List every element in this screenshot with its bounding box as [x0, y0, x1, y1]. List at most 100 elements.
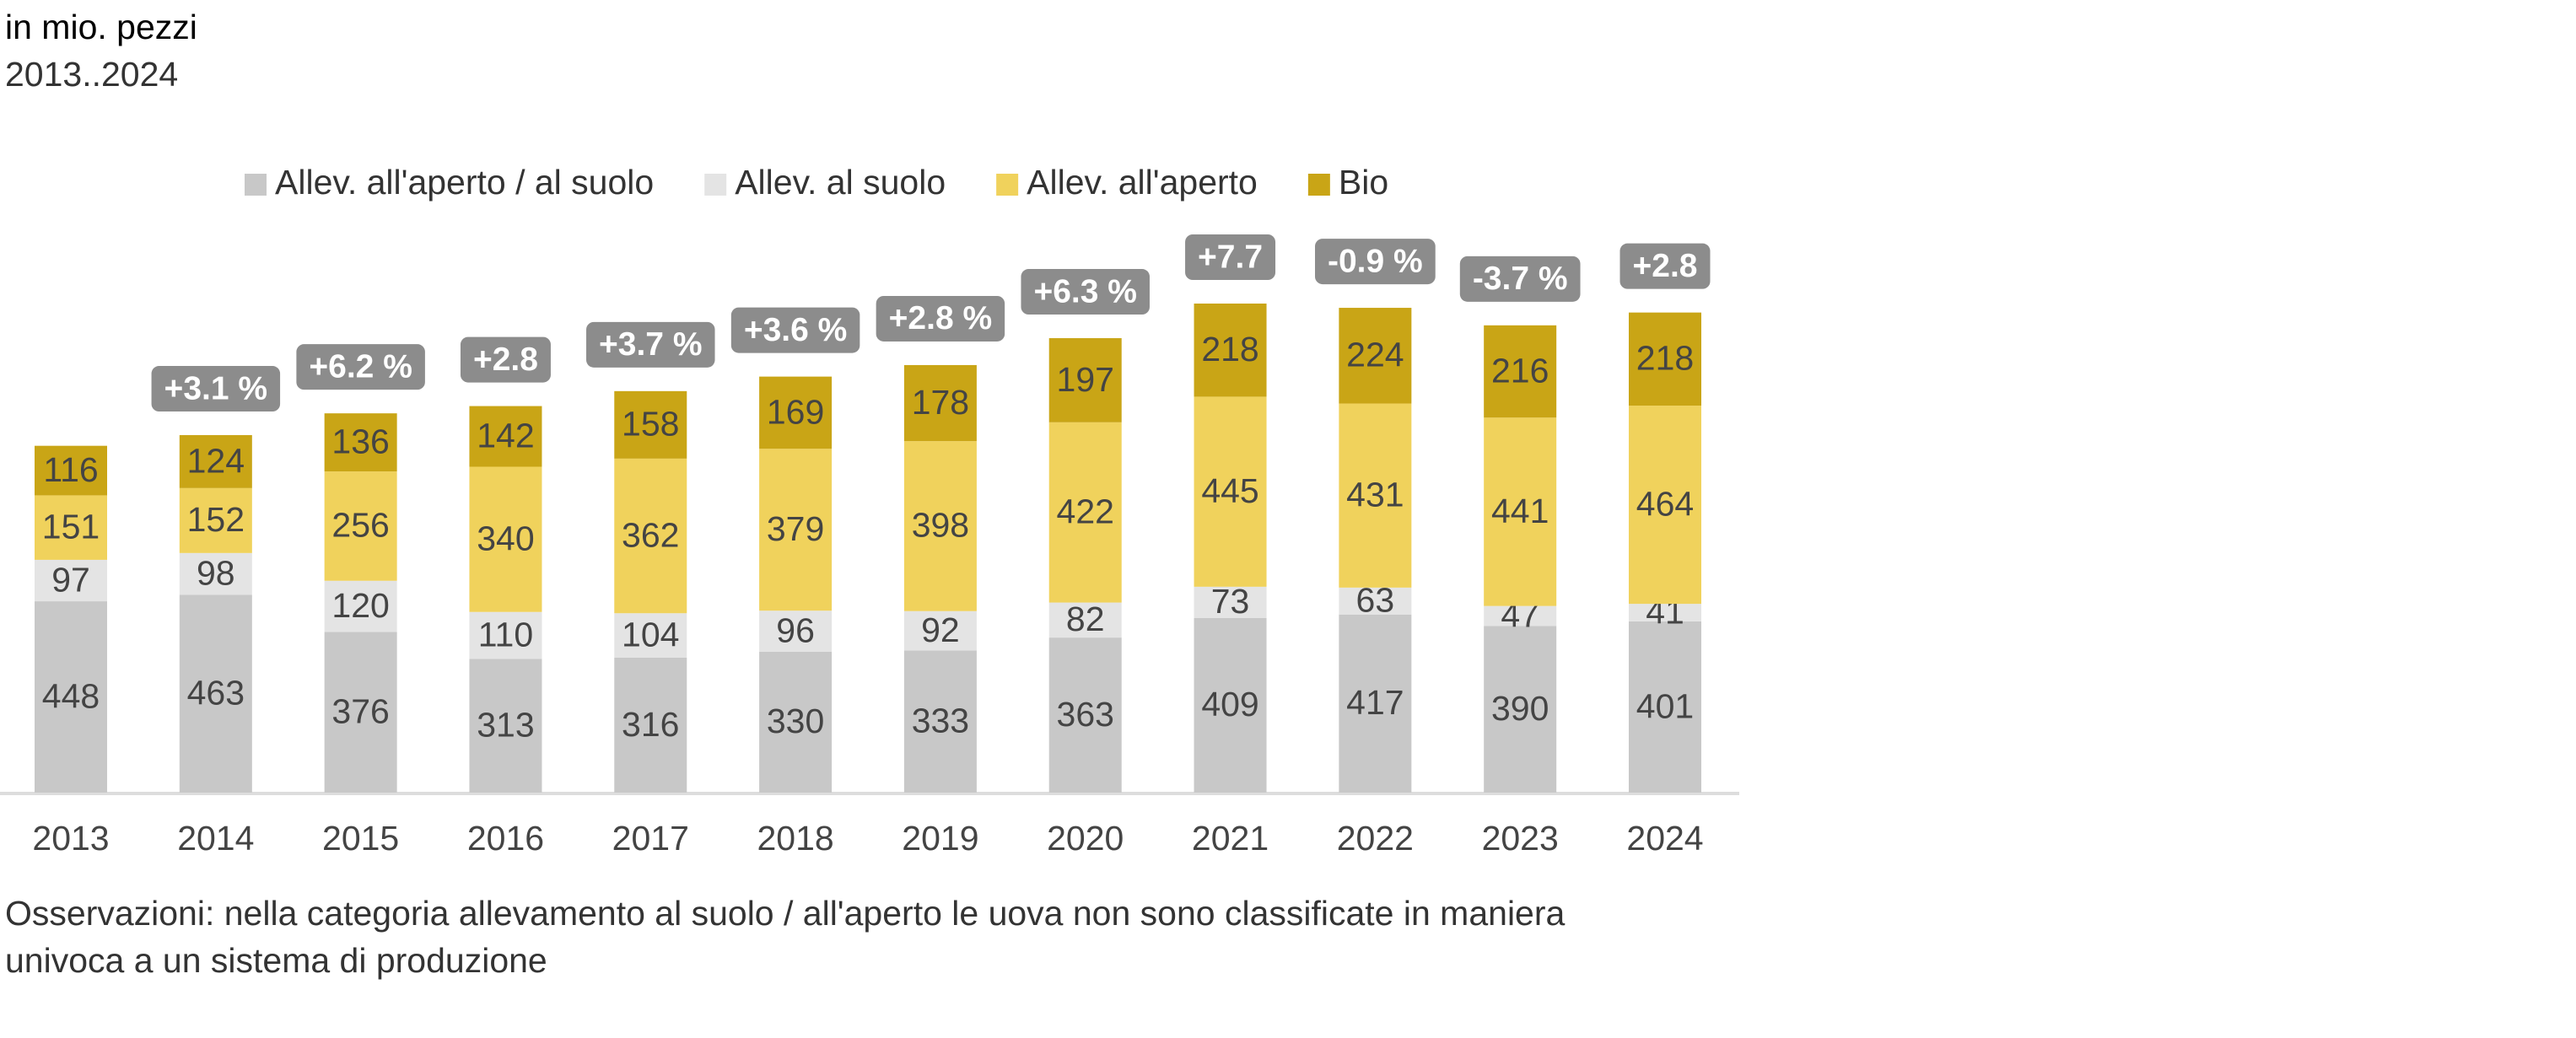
value-label: 256	[331, 506, 389, 545]
bar-segment	[35, 495, 107, 560]
change-badge	[1021, 269, 1150, 315]
change-label: -3.7 %	[1473, 261, 1568, 297]
bar-segment	[759, 376, 833, 449]
bar-segment	[1048, 338, 1122, 422]
legend-swatch	[1307, 174, 1330, 196]
bar-segment	[1484, 626, 1557, 793]
bar-segment	[614, 390, 687, 459]
bar-segment	[469, 659, 542, 793]
value-label: 362	[622, 515, 679, 554]
value-label: 464	[1636, 484, 1694, 523]
value-label: 152	[187, 500, 245, 539]
value-label: 431	[1346, 476, 1404, 514]
value-label: 333	[912, 701, 969, 740]
bar-segment	[324, 580, 397, 632]
change-badge	[1459, 255, 1581, 302]
bar-segment	[1629, 406, 1701, 605]
bar-segment	[1484, 325, 1557, 418]
bar-segment	[324, 413, 397, 472]
bar-segment	[903, 441, 977, 611]
x-tick-label: 2022	[1337, 819, 1414, 858]
change-badge	[1315, 239, 1436, 285]
bar-segment	[179, 552, 252, 595]
value-label: 218	[1636, 339, 1694, 378]
bar-segment	[903, 650, 977, 793]
value-label: 104	[622, 615, 679, 653]
value-label: 82	[1066, 600, 1105, 638]
x-tick-label: 2016	[467, 819, 544, 858]
x-tick-label: 2021	[1192, 819, 1269, 858]
x-tick-label: 2013	[32, 819, 109, 858]
value-label: 124	[187, 441, 245, 480]
bar-segment	[614, 458, 687, 614]
value-label: 142	[477, 416, 534, 454]
value-label: 120	[331, 586, 389, 625]
change-label: +2.8 %	[889, 300, 993, 336]
change-label: +6.3 %	[1033, 273, 1137, 309]
change-label: +7.7	[1198, 239, 1263, 275]
bar-segment	[1629, 621, 1701, 793]
x-tick-label: 2023	[1482, 819, 1559, 858]
value-label: 363	[1057, 695, 1114, 734]
bar-segment	[1194, 617, 1267, 793]
legend-swatch	[245, 174, 267, 196]
bar-segment	[759, 610, 833, 652]
bar-segment	[324, 632, 397, 793]
chart-subtitle: 2013..2024	[5, 55, 178, 94]
x-tick-label: 2024	[1626, 819, 1703, 858]
bar-segment	[1339, 403, 1412, 588]
change-label: +2.8	[473, 342, 538, 378]
value-label: 376	[331, 692, 389, 731]
bar-segment	[614, 657, 687, 793]
bar-segment	[1048, 637, 1122, 793]
bar-segment	[614, 613, 687, 658]
value-label: 73	[1211, 582, 1250, 621]
x-tick-label: 2018	[757, 819, 833, 858]
bar-segment	[1484, 605, 1557, 627]
value-label: 110	[478, 615, 533, 653]
bar-segment	[759, 449, 833, 611]
change-badge	[586, 321, 715, 368]
bar-segment	[903, 364, 977, 442]
bar-segment	[469, 406, 542, 467]
value-label: 224	[1346, 336, 1404, 374]
value-label: 379	[767, 509, 824, 548]
value-label: 197	[1057, 360, 1114, 399]
x-tick-label: 2017	[612, 819, 689, 858]
bar-segment	[35, 601, 107, 793]
bar-segment	[1339, 587, 1412, 615]
bar-segment	[1629, 312, 1701, 406]
bar-segment	[1339, 614, 1412, 793]
chart-title: in mio. pezzi	[5, 8, 197, 46]
x-tick-label: 2020	[1047, 819, 1124, 858]
value-label: 169	[767, 392, 824, 431]
legend-label: Bio	[1339, 163, 1388, 202]
bar-segment	[35, 445, 107, 496]
value-label: 97	[51, 560, 90, 599]
value-label: 390	[1491, 689, 1549, 728]
value-label: 136	[331, 422, 389, 460]
bar-segment	[1194, 586, 1267, 618]
bar-segment	[324, 471, 397, 581]
value-label: 218	[1201, 330, 1258, 368]
value-label: 316	[622, 705, 679, 744]
change-label: +3.6 %	[744, 312, 848, 348]
legend-label: Allev. all'aperto	[1027, 163, 1258, 202]
bar-segment	[1194, 304, 1267, 397]
change-label: +3.1 %	[164, 370, 268, 406]
value-label: 422	[1057, 492, 1114, 531]
bar-segment	[903, 610, 977, 651]
change-label: +2.8	[1633, 248, 1698, 284]
change-badge	[151, 366, 281, 412]
value-label: 441	[1491, 492, 1549, 530]
bar-segment	[1048, 422, 1122, 603]
value-label: 409	[1201, 685, 1258, 723]
value-label: 98	[197, 553, 235, 592]
value-label: 401	[1636, 686, 1694, 725]
change-label: +3.7 %	[599, 326, 703, 363]
value-label: 92	[921, 610, 960, 649]
x-tick-label: 2014	[177, 819, 254, 858]
value-label: 445	[1201, 471, 1258, 510]
note: Osservazioni: nella categoria allevament…	[5, 894, 1566, 980]
